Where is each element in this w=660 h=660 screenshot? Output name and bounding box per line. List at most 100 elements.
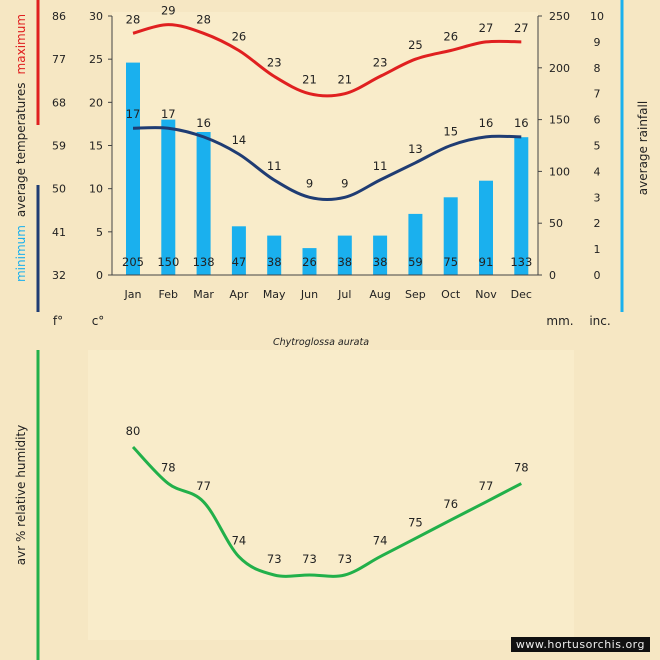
celsius-unit-label: c° [92,314,105,328]
min-label-jan: 17 [126,107,141,121]
temperature-lines [132,23,522,201]
website-badge: www.hortusorchis.org [510,637,650,652]
inch-unit-label: inc. [589,314,610,328]
rain-label-sep: 59 [408,255,423,269]
rainfall-bars [126,62,529,275]
celsius-tick-label: 20 [89,96,103,109]
celsius-tick-label: 30 [89,10,103,23]
max-temperature-line [132,23,522,98]
max-label-apr: 26 [232,30,247,44]
humidity-line [131,445,522,578]
mm-tick-label: 150 [549,114,570,127]
inch-tick-label: 9 [594,36,601,49]
min-label-apr: 14 [232,133,247,147]
plot-background [88,12,574,640]
fahrenheit-tick-label: 59 [52,140,66,153]
mm-unit-label: mm. [546,314,573,328]
min-label-may: 11 [267,159,282,173]
max-label-nov: 27 [479,21,494,35]
humidity-label-jul: 73 [337,552,352,566]
rainfall-bar-may [267,235,282,275]
humidity-chart: 80 78 77 74 73 73 73 74 75 76 77 78 avr % relative h… [14,424,529,578]
max-label-sep: 25 [408,38,423,52]
max-label-mar: 28 [196,12,211,26]
humidity-plot-area [88,350,574,640]
rainfall-bar-feb [161,119,176,275]
min-label-aug: 11 [373,159,388,173]
mm-tick-label: 100 [549,165,570,178]
rainfall-bar-jan [126,62,140,275]
min-label-jun: 9 [306,176,313,190]
inch-tick-label: 0 [594,269,601,282]
humidity-label-nov: 77 [479,479,494,493]
max-label-jul: 21 [337,73,352,87]
min-label-mar: 16 [196,116,211,130]
rainfall-bar-dec [514,137,529,275]
celsius-tick-label: 0 [96,269,103,282]
month-label-jun: Jun [300,288,318,301]
min-label-nov: 16 [479,116,494,130]
mm-tick-label: 250 [549,10,570,23]
rainfall-bar-mar [196,132,211,275]
month-label-sep: Sep [405,288,426,301]
max-label-jan: 28 [126,12,141,26]
inch-tick-label: 5 [594,140,601,153]
rain-label-apr: 47 [232,255,247,269]
month-label-oct: Oct [441,288,461,301]
inch-tick-label: 4 [594,165,601,178]
temperature-axis-title: minimum average temperatures maximum [14,14,28,282]
humidity-label-may: 73 [267,552,282,566]
fahrenheit-tick-label: 32 [52,269,66,282]
humidity-label-apr: 74 [232,534,247,548]
fahrenheit-unit-label: f° [53,314,63,328]
celsius-tick-label: 10 [89,183,103,196]
average-temperatures-words: average temperatures [14,82,28,217]
month-label-aug: Aug [369,288,390,301]
max-label-jun: 21 [302,73,317,87]
fahrenheit-tick-label: 41 [52,226,66,239]
celsius-tick-label: 5 [96,226,103,239]
fahrenheit-tick-label: 68 [52,96,66,109]
month-label-nov: Nov [475,288,497,301]
min-label-dec: 16 [514,116,529,130]
minimum-word: minimum [14,225,28,282]
celsius-tick-label: 25 [89,53,103,66]
inch-tick-label: 8 [594,62,601,75]
fahrenheit-tick-label: 86 [52,10,66,23]
maximum-word: maximum [14,14,28,74]
rainfall-bar-jun [302,248,317,275]
rain-label-jan: 205 [122,255,144,269]
rain-label-feb: 150 [157,255,179,269]
mm-tick-label: 50 [549,217,563,230]
rain-label-dec: 133 [510,255,532,269]
month-label-feb: Feb [159,288,178,301]
humidity-label-aug: 74 [373,534,388,548]
min-label-jul: 9 [341,176,348,190]
rainfall-bar-aug [373,235,388,275]
temperature-plot-area [112,12,538,275]
max-label-dec: 27 [514,21,529,35]
month-label-apr: Apr [229,288,249,301]
month-label-jul: Jul [337,288,351,301]
inch-tick-label: 3 [594,191,601,204]
rainfall-bar-nov [479,180,493,275]
month-label-dec: Dec [511,288,532,301]
humidity-label-sep: 75 [408,515,423,529]
axes: Jan Feb Mar Apr May Jun Jul Aug Sep Oct Nov Dec0510… [14,0,650,660]
month-label-mar: Mar [193,288,214,301]
rain-label-nov: 91 [479,255,494,269]
rainfall-bar-jul [337,235,352,275]
humidity-label-oct: 76 [443,497,458,511]
mm-tick-label: 200 [549,62,570,75]
celsius-tick-label: 15 [89,140,103,153]
humidity-axis-title: avr % relative humidity [14,425,28,566]
fahrenheit-tick-label: 77 [52,53,66,66]
rainfall-axis-title: average rainfall [636,101,650,195]
rainfall-bar-sep [408,213,423,275]
max-label-oct: 26 [443,30,458,44]
inch-tick-label: 2 [594,217,601,230]
inch-tick-label: 10 [590,10,604,23]
humidity-label-mar: 77 [196,479,211,493]
